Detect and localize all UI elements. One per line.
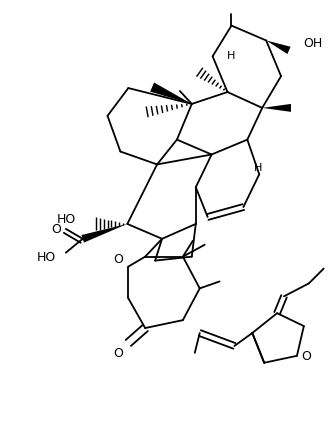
Text: H: H (254, 163, 263, 173)
Text: O: O (51, 223, 61, 236)
Polygon shape (266, 41, 290, 55)
Text: O: O (301, 350, 311, 362)
Polygon shape (150, 83, 192, 104)
Text: H: H (227, 51, 236, 61)
Text: HO: HO (37, 251, 56, 264)
Text: OH: OH (303, 37, 322, 50)
Polygon shape (262, 104, 291, 113)
Text: HO: HO (57, 213, 76, 226)
Text: O: O (114, 252, 123, 265)
Text: O: O (114, 347, 123, 359)
Polygon shape (81, 224, 127, 243)
